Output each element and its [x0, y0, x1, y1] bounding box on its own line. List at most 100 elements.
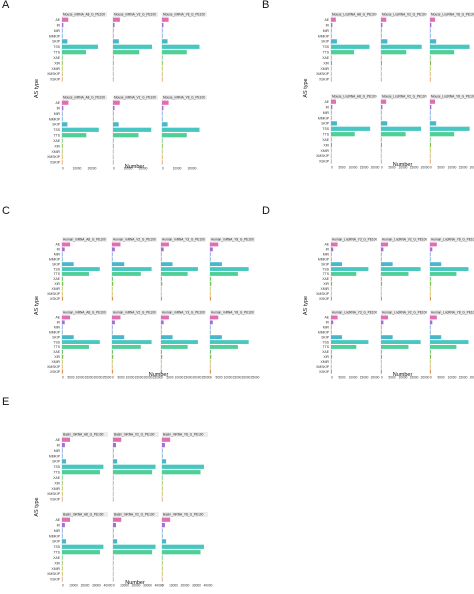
- x-tick-label: 10000: [224, 376, 233, 380]
- category-label: XSKIP: [50, 78, 61, 82]
- facet-strip: [62, 310, 107, 315]
- bar: [113, 149, 114, 154]
- facet-title: Human_LncRNA_V2_G_PE100: [382, 238, 427, 242]
- facet-strip: [113, 95, 158, 100]
- category-label: MIR: [323, 29, 330, 33]
- bar: [112, 330, 113, 335]
- bar: [331, 257, 332, 262]
- bar: [161, 252, 162, 257]
- category-label: XMIR: [52, 567, 61, 571]
- bar: [331, 354, 333, 359]
- category-label: MIR: [323, 253, 330, 257]
- category-label: MMKIP: [49, 257, 61, 261]
- bar: [162, 66, 163, 71]
- category-label: SKIP: [52, 123, 60, 127]
- category-label: MIR: [54, 449, 61, 453]
- bar: [113, 44, 152, 49]
- facet-title: Mouse_LncRNA_Y8_G_PE100: [431, 13, 474, 17]
- category-label: MMKIP: [318, 34, 330, 38]
- x-tick-label: 10000: [448, 166, 457, 170]
- bar: [381, 272, 409, 276]
- facet: Basin_mRNA_A8_G_PE100: [61, 512, 108, 582]
- bar: [381, 28, 382, 33]
- category-label: SKIP: [52, 40, 60, 44]
- x-tick-label: 25000: [202, 376, 211, 380]
- bar: [162, 480, 163, 486]
- bar: [381, 110, 382, 115]
- category-label: XSKIP: [50, 370, 61, 374]
- bar: [112, 286, 113, 291]
- x-tick-label: 15000: [85, 376, 94, 380]
- bar: [162, 149, 163, 154]
- bar: [381, 335, 393, 340]
- bar: [331, 28, 332, 33]
- category-label: XMIR: [321, 149, 330, 153]
- bar: [210, 267, 249, 271]
- y-axis-title: AS type: [303, 78, 309, 97]
- x-tick-label: 20000: [421, 166, 430, 170]
- category-label: TSS: [322, 127, 329, 131]
- category-label: IR: [326, 23, 330, 27]
- category-label: TSS: [53, 267, 60, 271]
- bar: [162, 470, 201, 475]
- bar: [331, 247, 334, 252]
- x-tick-label: 10000: [349, 376, 358, 380]
- bar: [162, 550, 201, 555]
- bar: [210, 349, 211, 354]
- facet-title: Basin_mRNA_A8_G_PE100: [63, 433, 104, 437]
- category-label: XAE: [53, 139, 61, 143]
- bar: [430, 242, 437, 247]
- category-label: TTS: [54, 551, 61, 555]
- bar: [113, 475, 114, 480]
- bar: [430, 340, 469, 344]
- category-label: XIR: [54, 355, 60, 359]
- bar: [62, 138, 63, 143]
- bar: [381, 50, 407, 55]
- x-tick-label: 20000: [188, 167, 197, 171]
- facet: Human_LncRNA_Y8_G_PE100: [429, 310, 474, 374]
- bar: [112, 349, 113, 354]
- bar: [62, 437, 71, 442]
- bar: [62, 291, 63, 296]
- category-label: AE: [324, 243, 329, 247]
- bar: [162, 138, 163, 143]
- x-tick-label: 10000: [175, 376, 184, 380]
- x-tick-label: 5000: [388, 376, 395, 380]
- bar: [162, 459, 167, 464]
- bar: [113, 497, 114, 502]
- bar: [62, 247, 65, 252]
- x-tick-label: 10000: [448, 376, 457, 380]
- facet: Human_mRNA_Y8_G_PE100: [209, 237, 255, 301]
- bar: [381, 286, 382, 291]
- bar: [161, 349, 162, 354]
- x-axis-title: Number: [393, 162, 413, 168]
- category-label: IR: [57, 23, 61, 27]
- bar: [62, 252, 63, 257]
- facet-title: Human_mRNA_V2_G_PE100: [113, 238, 156, 242]
- x-tick-label: 0: [430, 166, 432, 170]
- bar: [210, 242, 219, 247]
- bar: [162, 116, 163, 122]
- bar: [112, 320, 115, 325]
- bar: [113, 23, 115, 28]
- bar: [162, 55, 163, 60]
- bar: [381, 148, 382, 153]
- bar: [112, 369, 114, 374]
- category-label: TSS: [322, 340, 329, 344]
- bar: [162, 497, 163, 502]
- bar: [430, 105, 432, 110]
- bar: [331, 132, 355, 137]
- x-tick-label: 0: [162, 167, 164, 171]
- bar: [62, 296, 64, 301]
- panel-d: DHuman_LncRNA_Y3_G_PE100AEIRMIRMMKIPSKIP…: [262, 205, 474, 380]
- category-label: AE: [55, 438, 60, 442]
- bar: [331, 77, 332, 82]
- bar: [113, 517, 122, 522]
- bar: [62, 517, 71, 522]
- facet-title: Human_LncRNA_Y3_G_PE100: [332, 238, 377, 242]
- facet: Mouse_LncRNA_Y8_G_PE100: [429, 94, 474, 164]
- category-label: AE: [55, 18, 60, 22]
- x-tick-label: 5000: [67, 376, 74, 380]
- bar: [113, 133, 139, 138]
- x-tick-label: 0: [112, 376, 114, 380]
